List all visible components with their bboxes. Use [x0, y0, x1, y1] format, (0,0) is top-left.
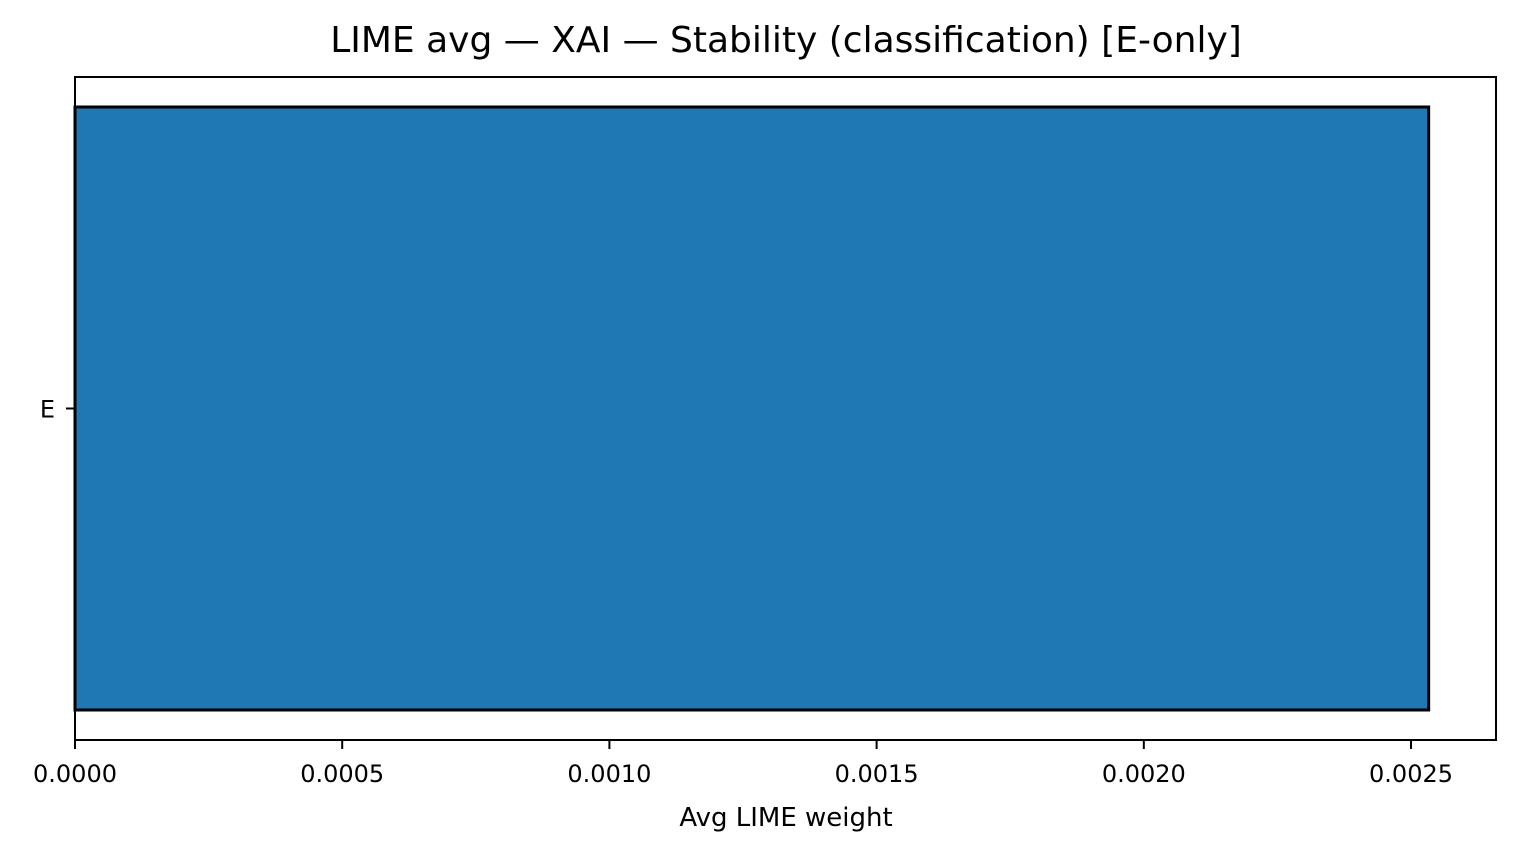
x-tick-label-3: 0.0015: [835, 760, 919, 788]
x-tick-label-4: 0.0020: [1102, 760, 1186, 788]
y-tick-label-E: E: [40, 396, 55, 424]
x-tick-label-1: 0.0005: [300, 760, 384, 788]
axes-frame: [74, 76, 1497, 741]
x-tick-label-2: 0.0010: [567, 760, 651, 788]
chart-title: LIME avg — XAI — Stability (classificati…: [330, 20, 1242, 61]
plot-area: E 0.0000 0.0005 0.0010 0.0015 0.0020 0.0025: [33, 76, 1497, 788]
x-tick-label-0: 0.0000: [33, 760, 117, 788]
x-axis-label: Avg LIME weight: [679, 803, 892, 833]
bar-E: [73, 105, 1431, 712]
x-tick-label-5: 0.0025: [1369, 760, 1453, 788]
